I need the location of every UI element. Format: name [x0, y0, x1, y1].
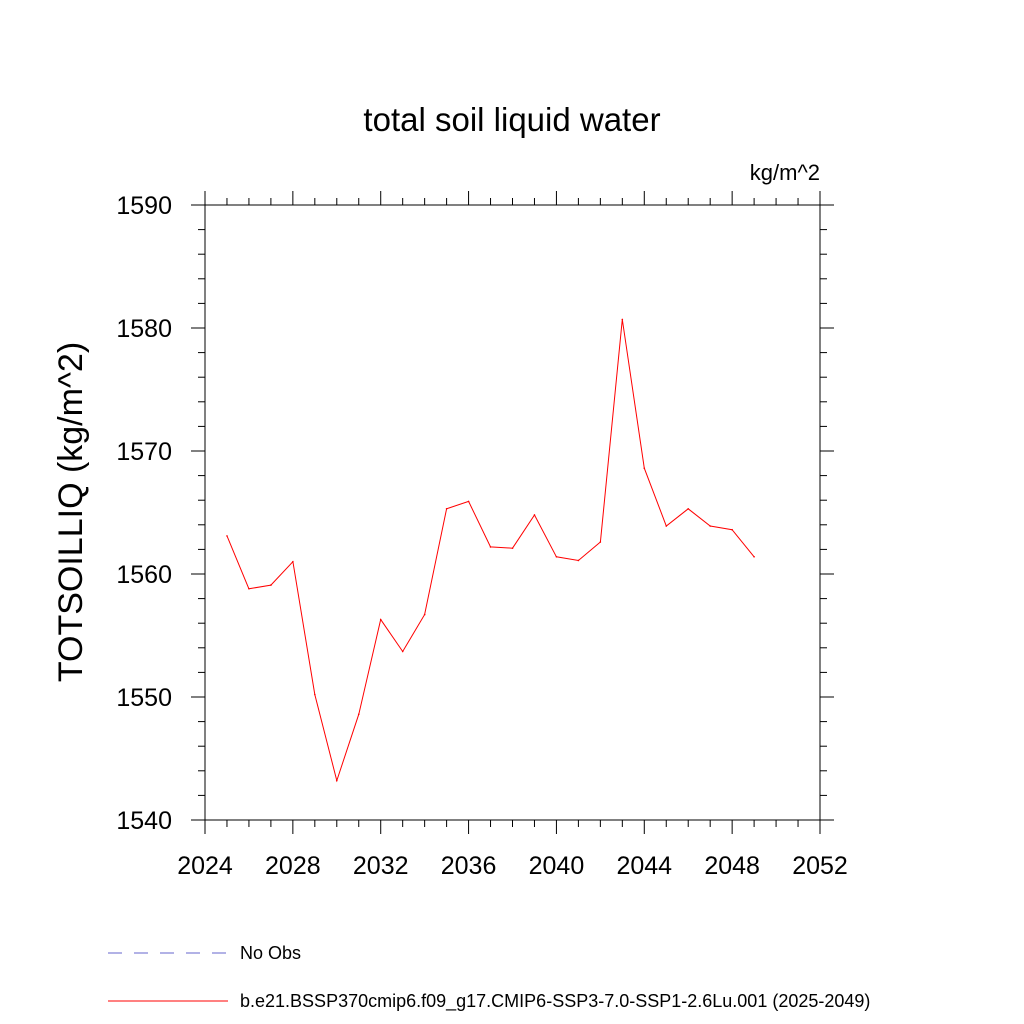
data-point — [226, 535, 228, 537]
data-point — [489, 546, 492, 548]
legend-label-model-run: b.e21.BSSP370cmip6.f09_g17.CMIP6-SSP3-7.… — [240, 991, 870, 1012]
units-label: kg/m^2 — [750, 160, 820, 185]
x-tick-label: 2024 — [177, 852, 233, 880]
x-tick-label: 2048 — [704, 852, 760, 880]
data-point — [248, 587, 250, 590]
y-tick-label: 1550 — [116, 684, 172, 712]
y-axis-label: TOTSOILLIQ (kg/m^2) — [52, 342, 90, 682]
data-point — [709, 525, 711, 527]
data-point — [292, 560, 294, 563]
y-tick-label: 1560 — [116, 561, 172, 589]
y-tick-label: 1580 — [116, 315, 172, 343]
x-tick-label: 2028 — [265, 852, 321, 880]
x-tick-label: 2036 — [441, 852, 497, 880]
x-tick-label: 2032 — [353, 852, 409, 880]
data-point — [467, 500, 470, 503]
data-point — [379, 618, 382, 621]
data-point — [753, 555, 755, 558]
data-point — [533, 514, 536, 516]
legend-label-no-obs: No Obs — [240, 943, 301, 963]
data-point — [445, 508, 448, 510]
data-point — [511, 547, 514, 549]
series-line-0 — [226, 319, 755, 783]
data-point — [270, 584, 272, 586]
data-point — [357, 713, 360, 716]
data-point — [599, 541, 602, 543]
data-point — [731, 528, 733, 531]
y-tick-label: 1540 — [116, 807, 172, 835]
data-point — [335, 779, 338, 782]
legend: No Obs b.e21.BSSP370cmip6.f09_g17.CMIP6-… — [108, 943, 870, 1012]
data-point — [687, 508, 690, 510]
x-tick-label: 2044 — [616, 852, 672, 880]
plot-frame — [204, 204, 821, 821]
data-point — [401, 650, 404, 653]
data-point — [621, 318, 624, 321]
data-point — [577, 559, 580, 562]
data-point — [665, 525, 668, 527]
data-point — [643, 467, 646, 470]
data-point — [423, 613, 426, 616]
y-axis: 1540 1550 1560 1570 1580 1590 — [116, 192, 834, 835]
plot-area — [204, 204, 821, 821]
data-point — [314, 693, 316, 696]
series-layer — [226, 318, 755, 783]
data-point — [555, 555, 558, 558]
x-tick-label: 2040 — [529, 852, 585, 880]
y-tick-label: 1590 — [116, 192, 172, 220]
x-axis: 2024 2028 2032 2036 2040 2044 2048 2052 — [177, 191, 848, 880]
chart-title: total soil liquid water — [363, 101, 660, 138]
y-tick-label: 1570 — [116, 438, 172, 466]
x-tick-label: 2052 — [792, 852, 848, 880]
